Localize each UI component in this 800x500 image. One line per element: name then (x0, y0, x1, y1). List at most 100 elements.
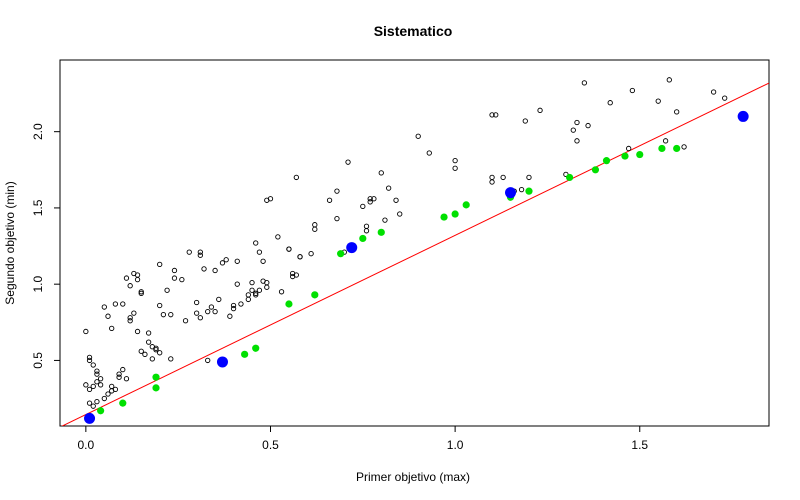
data-point (505, 187, 517, 199)
data-point (120, 366, 126, 373)
data-point (86, 354, 93, 361)
data-point (116, 374, 122, 380)
data-point (216, 356, 228, 368)
y-tick-label: 1.0 (31, 276, 45, 293)
y-axis: 0.5 1.0 1.5 2.0 (31, 123, 61, 369)
data-point (489, 179, 495, 185)
data-point (260, 258, 266, 264)
series-2 (97, 144, 681, 415)
data-point (119, 399, 127, 407)
x-tick-label: 0.0 (78, 438, 95, 452)
data-point (334, 188, 340, 194)
data-point (451, 210, 459, 218)
data-point (205, 357, 211, 364)
data-point (83, 382, 89, 388)
series-1 (83, 77, 728, 409)
data-point (293, 272, 299, 278)
data-point (230, 302, 237, 309)
data-point (710, 89, 717, 95)
data-point (367, 199, 373, 205)
data-point (363, 228, 370, 234)
data-point (666, 77, 672, 83)
data-point (197, 252, 203, 258)
data-point (308, 251, 314, 257)
data-point (90, 383, 96, 389)
data-point (83, 328, 89, 335)
data-point (636, 150, 644, 159)
data-point (153, 347, 159, 353)
data-point (377, 228, 385, 236)
data-point (212, 267, 218, 274)
data-point (90, 362, 96, 368)
y-axis-label: Segundo objetivo (min) (3, 181, 17, 304)
data-point (393, 197, 399, 203)
data-point (101, 304, 107, 310)
data-point (127, 318, 133, 324)
data-point (157, 261, 163, 267)
data-point (253, 290, 259, 296)
data-point (256, 249, 263, 255)
data-point (722, 95, 728, 101)
x-tick-label: 1.0 (447, 438, 464, 452)
data-point (493, 112, 499, 118)
data-point (101, 395, 107, 402)
data-point (234, 258, 240, 264)
data-point (131, 310, 137, 316)
data-point (123, 275, 130, 281)
data-point (249, 279, 255, 286)
data-point (326, 197, 333, 203)
data-point (655, 98, 661, 104)
data-point (360, 203, 366, 210)
data-point (186, 249, 192, 255)
data-point (621, 152, 629, 160)
data-point (674, 109, 680, 115)
data-point (673, 144, 681, 153)
data-point (440, 213, 448, 221)
data-point (312, 226, 318, 232)
data-point (337, 250, 345, 258)
data-point (164, 287, 170, 293)
data-point (234, 281, 240, 287)
data-point (120, 301, 126, 307)
data-point (371, 196, 377, 202)
data-point (312, 222, 318, 228)
data-point (737, 110, 749, 122)
x-axis: 0.0 0.5 1.0 1.5 (78, 425, 648, 452)
data-point (182, 318, 189, 324)
data-point (197, 315, 203, 321)
data-point (127, 315, 133, 321)
data-point (462, 201, 470, 209)
x-tick-label: 0.5 (262, 438, 279, 452)
data-point (245, 292, 251, 298)
data-point (171, 267, 178, 274)
data-point (193, 310, 200, 316)
data-point (278, 289, 285, 295)
data-point (241, 350, 249, 358)
data-point (574, 138, 580, 144)
data-point (97, 382, 104, 388)
data-point (574, 119, 580, 126)
series-3 (84, 110, 749, 424)
data-point (570, 127, 576, 133)
data-point (94, 398, 100, 405)
data-point (397, 211, 403, 217)
data-point (157, 302, 163, 309)
data-point (452, 157, 458, 164)
data-point (253, 240, 259, 246)
data-point (293, 174, 299, 181)
data-point (363, 223, 370, 229)
data-point (245, 296, 251, 303)
data-point (585, 122, 591, 129)
data-point (602, 157, 611, 165)
data-point (275, 234, 281, 240)
data-point (537, 107, 543, 113)
data-point (415, 133, 421, 139)
data-point (286, 246, 292, 252)
data-point (112, 301, 119, 307)
data-point (629, 87, 636, 94)
data-point (152, 384, 160, 392)
data-point (626, 145, 632, 152)
y-tick-label: 2.0 (31, 123, 45, 140)
data-point (201, 266, 207, 272)
data-point (86, 386, 93, 393)
